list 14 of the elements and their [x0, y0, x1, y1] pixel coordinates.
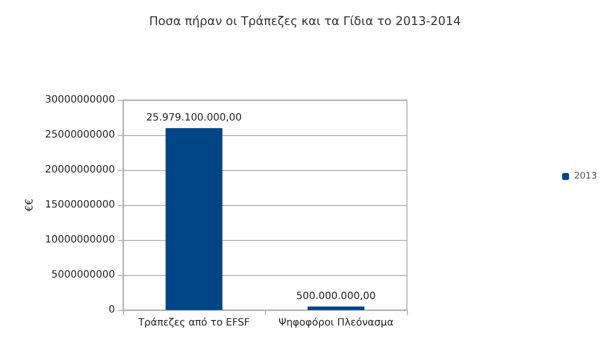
x-tick-label: Τράπεζες από το EFSF: [137, 318, 250, 328]
data-label: 500.000.000,00: [296, 291, 376, 302]
y-tick-label: 10000000000: [45, 234, 115, 246]
y-tick-label: 30000000000: [45, 94, 115, 106]
y-tick-label: 5000000000: [51, 270, 115, 280]
y-tick-label: 0: [108, 304, 115, 316]
data-label: 25.979.100.000,00: [146, 112, 242, 124]
y-tick-label: 20000000000: [45, 164, 115, 176]
y-axis-title: €€: [24, 198, 36, 212]
y-tick-label: 25000000000: [45, 130, 115, 140]
y-tick-label: 15000000000: [45, 200, 115, 210]
x-tick-label: Ψηφοφόροι Πλεόνασμα: [278, 318, 394, 328]
legend-label: 2013: [574, 172, 597, 182]
chart-title: Ποσα πήραν οι Τράπεζες και τα Γίδια το 2013-2014: [149, 14, 461, 28]
